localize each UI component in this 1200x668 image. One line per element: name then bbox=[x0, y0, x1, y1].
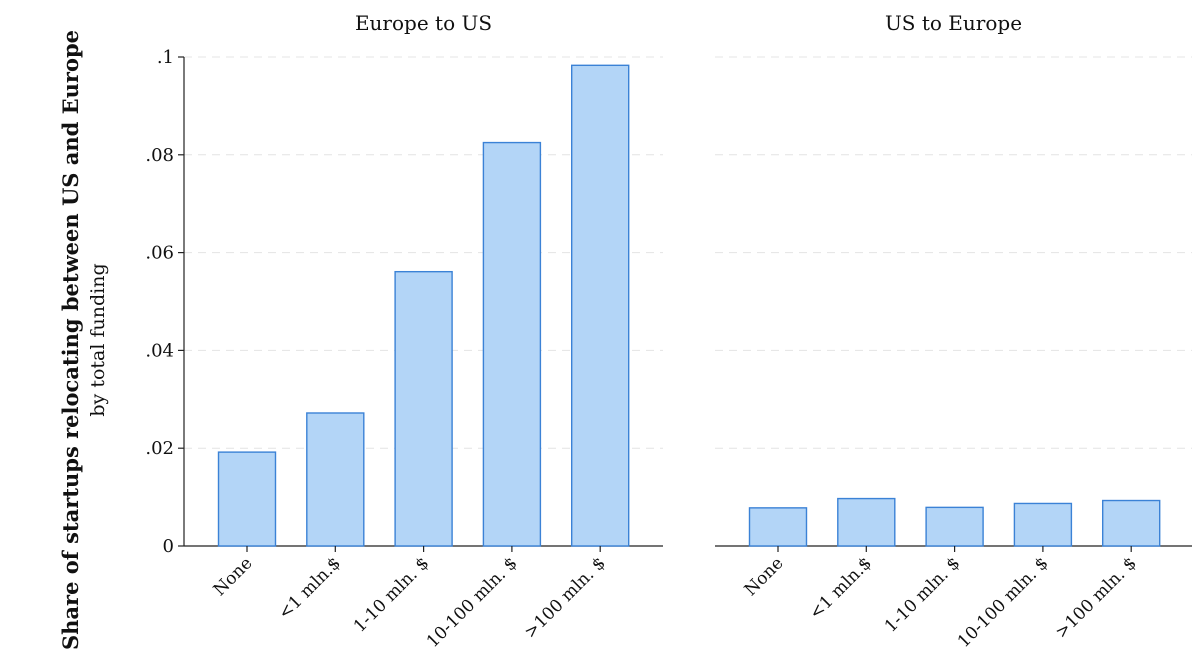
bar bbox=[482, 141, 542, 547]
panel-title: Europe to US bbox=[355, 11, 492, 35]
bar bbox=[1013, 502, 1073, 547]
bar bbox=[837, 497, 896, 547]
x-tick-label: >100 mln. $ bbox=[520, 553, 609, 642]
y-tick-label: .08 bbox=[145, 145, 174, 166]
bar bbox=[1101, 499, 1161, 547]
bar bbox=[748, 507, 808, 547]
y-tick-label: .04 bbox=[145, 340, 174, 361]
y-axis-sublabel: by total funding bbox=[87, 263, 109, 416]
x-tick-label: <1 mln.$ bbox=[806, 553, 876, 623]
y-tick-label: .06 bbox=[145, 243, 174, 264]
bar bbox=[306, 412, 365, 547]
x-tick-label: 1-10 mln. $ bbox=[350, 553, 433, 636]
x-tick-label: None bbox=[741, 553, 788, 600]
y-axis-label-group: Share of startups relocating between US … bbox=[58, 30, 109, 650]
panel-title: US to Europe bbox=[885, 11, 1022, 35]
x-tick-label: 10-100 mln. $ bbox=[423, 553, 522, 652]
x-tick-label: None bbox=[210, 553, 257, 600]
bar bbox=[571, 64, 630, 547]
x-tick-label: <1 mln.$ bbox=[275, 553, 345, 623]
y-axis-label: Share of startups relocating between US … bbox=[58, 30, 83, 650]
x-tick-label: 10-100 mln. $ bbox=[954, 553, 1053, 652]
x-tick-label: >100 mln. $ bbox=[1051, 553, 1140, 642]
bar bbox=[925, 506, 984, 547]
y-tick-label: 0 bbox=[163, 536, 174, 557]
bar bbox=[394, 270, 453, 547]
y-tick-label: .02 bbox=[145, 438, 174, 459]
x-tick-label: 1-10 mln. $ bbox=[881, 553, 964, 636]
y-tick-label: .1 bbox=[157, 47, 174, 68]
panel-2: US to Europe None <1 mln.$ 1-10 mln. $10-10… bbox=[715, 11, 1192, 652]
bar bbox=[217, 451, 277, 547]
